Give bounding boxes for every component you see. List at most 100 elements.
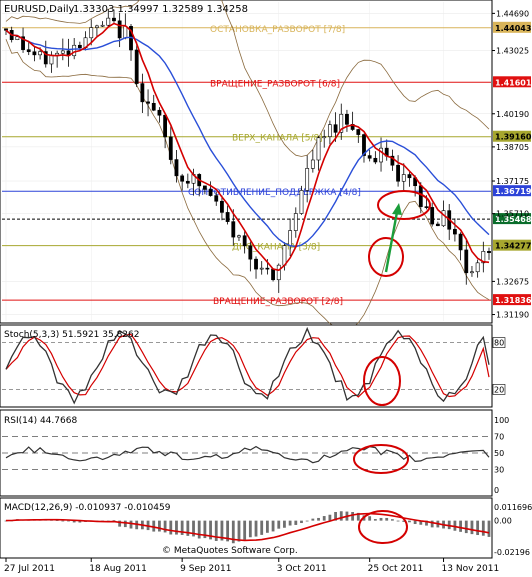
candle-body — [259, 267, 264, 270]
macd-bar — [356, 512, 360, 521]
candle-body — [464, 249, 469, 274]
bollinger-upper — [5, 0, 490, 157]
candle-body — [185, 180, 190, 184]
macd-bar — [277, 520, 281, 529]
candle-body — [163, 114, 168, 138]
macd-bar — [123, 520, 127, 528]
level-price-tag — [493, 239, 531, 251]
rsi-tick-label: 70 — [494, 433, 504, 442]
candle-body — [220, 200, 224, 213]
macd-bar — [328, 514, 332, 521]
macd-axis: 0.011696 0.00 -0.02196 — [494, 503, 532, 557]
macd-bar — [413, 520, 417, 525]
candle-body — [117, 20, 122, 39]
macd-bar — [481, 520, 485, 536]
stoch-main-line — [5, 326, 490, 405]
date-tick-label: 18 Aug 2011 — [89, 564, 147, 574]
macd-bar — [322, 516, 326, 521]
level-price-tag-label: 1.31836 — [495, 296, 532, 305]
candle-body — [231, 221, 236, 238]
macd-bar — [67, 520, 70, 522]
macd-bar — [379, 517, 383, 521]
macd-bar — [470, 520, 474, 535]
macd-panel: MACD(12,26,9) -0.010937 -0.010459 © Meta… — [0, 497, 532, 559]
macd-bar — [311, 518, 315, 521]
macd-bar — [464, 520, 468, 534]
symbol-header: EURUSD,Daily — [4, 4, 75, 15]
price-candles — [4, 9, 491, 293]
stoch-lines — [2, 326, 491, 406]
level-price-tag — [493, 21, 531, 33]
macd-bar — [197, 520, 201, 539]
level-label: ВРАЩЕНИЕ_РАЗВОРОТ [6/8] — [210, 79, 340, 89]
macd-bar — [158, 520, 161, 532]
level-price-tag — [493, 213, 531, 225]
rsi-tick-label: 30 — [494, 465, 504, 474]
candle-body — [26, 49, 31, 53]
level-price-tag-label: 1.44043 — [495, 24, 531, 33]
macd-tick-label: 0.00 — [494, 517, 512, 526]
macd-bar — [487, 520, 491, 537]
annotations — [368, 190, 431, 277]
level-price-tag-label: 1.39160 — [495, 133, 532, 142]
macd-bar — [430, 520, 434, 528]
rsi-ellipse — [353, 444, 409, 474]
level-price-tag-label: 1.36719 — [495, 187, 532, 196]
stoch-panel: Stoch(5,3,3) 51.5921 35.8262 80 20 — [0, 324, 506, 408]
macd-bar — [118, 520, 122, 527]
candle-body — [316, 137, 321, 161]
ohlc-header: 1.33303 1.34997 1.32589 1.34258 — [73, 4, 248, 15]
macd-bar — [248, 520, 252, 538]
candle-body — [396, 164, 400, 182]
candle-body — [89, 27, 94, 39]
macd-bar — [453, 520, 457, 531]
level-price-tag — [493, 294, 531, 306]
candle-body — [134, 49, 139, 84]
candle-body — [481, 251, 486, 264]
copyright: © MetaQuotes Software Corp. — [162, 546, 298, 556]
candle-body — [146, 101, 150, 104]
price-tick-label: 1.43025 — [496, 47, 529, 56]
candle-body — [208, 189, 213, 196]
macd-bar — [396, 520, 400, 522]
candle-body — [401, 174, 406, 182]
macd-bar — [317, 517, 320, 521]
target-ellipse — [377, 190, 431, 220]
candle-body — [367, 155, 372, 159]
candle-body — [339, 113, 344, 133]
macd-bar — [408, 520, 411, 523]
macd-bar — [175, 520, 178, 535]
macd-bar — [294, 520, 298, 525]
candle-body — [265, 267, 270, 270]
candle-body — [271, 268, 275, 281]
macd-bar — [254, 520, 258, 537]
macd-bar — [152, 520, 156, 532]
candle-body — [418, 185, 423, 207]
date-tick-label: 27 Jul 2011 — [4, 564, 55, 574]
macd-bar — [425, 520, 428, 526]
stoch-ellipse — [363, 356, 401, 406]
candle-body — [327, 124, 332, 137]
candle-body — [345, 113, 349, 125]
date-tick-label: 25 Oct 2011 — [368, 564, 424, 574]
candle-body — [60, 50, 65, 54]
candle-body — [248, 245, 253, 260]
candle-body — [157, 109, 162, 116]
projection-arrowhead — [392, 203, 402, 215]
level-price-tag — [493, 130, 531, 142]
candle-body — [174, 159, 179, 177]
candle-body — [123, 26, 128, 39]
macd-bar — [112, 520, 116, 522]
candle-body — [356, 129, 361, 135]
macd-bar — [283, 520, 286, 528]
level-label: ВЕРХ_КАНАЛА [5/8] — [232, 134, 323, 144]
candle-body — [38, 51, 42, 56]
stoch-tick-label: 80 — [494, 339, 504, 348]
macd-bar — [129, 520, 133, 529]
rsi-panel: RSI(14) 44.7668 100 70 50 30 0 — [0, 409, 509, 497]
candle-body — [441, 210, 446, 227]
macd-bar — [305, 520, 309, 522]
rsi-line — [2, 436, 491, 474]
candle-body — [407, 174, 412, 179]
price-panel: ОСТАНОВКА_РАЗВОРОТ [7/8] 1.44043 ВРАЩЕНИЕ_… — [0, 0, 532, 331]
